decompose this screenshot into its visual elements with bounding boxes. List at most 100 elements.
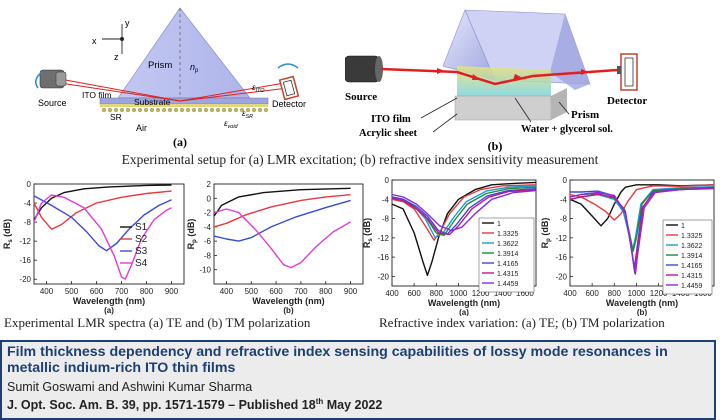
- sr-particle: [204, 108, 208, 112]
- beam-arrow-2: [472, 74, 481, 80]
- sr-particle: [258, 108, 262, 112]
- chart-panel-label: (a): [459, 308, 469, 316]
- y-tick-label: 0: [385, 176, 390, 185]
- acrylic-sheet: [454, 95, 552, 121]
- ito-layer-a: [100, 104, 268, 107]
- coordinate-axes: [102, 24, 124, 54]
- y-tick-label: -4: [204, 223, 212, 232]
- y-axis-label: Rs (dB): [2, 219, 14, 249]
- x-tick-label: 1600: [516, 289, 534, 298]
- detector-b: [617, 53, 638, 91]
- ri-caption: Refractive index variation: (a) TE; (b) …: [379, 315, 665, 330]
- rotation-arrow-icon: [35, 71, 43, 89]
- beam-arrow-4: [581, 69, 589, 75]
- prism-pointer: [558, 101, 570, 115]
- x-tick-label: 1200: [650, 289, 668, 298]
- x-tick-label: 600: [90, 287, 104, 296]
- series-line-1-3325: [569, 184, 715, 221]
- sr-particle: [120, 108, 124, 112]
- axis-x-label: x: [92, 36, 97, 46]
- chart-panel-label: (b): [283, 306, 294, 315]
- x-axis-label: Wavelength (nm): [428, 298, 500, 308]
- epsilon-sr-label: εSR: [242, 109, 253, 120]
- legend-entry: S4: [135, 258, 148, 269]
- y-tick-label: -12: [377, 234, 389, 243]
- legend-entry: 1.4459: [681, 283, 703, 290]
- sr-particle: [102, 108, 106, 112]
- series-line-1-4459: [391, 189, 537, 232]
- setup-caption: Experimental setup for (a) LMR excitatio…: [121, 152, 599, 167]
- x-tick-label: 400: [385, 289, 399, 298]
- prism-b-side: [550, 14, 590, 90]
- y-axis-label: Rs (dB): [362, 218, 374, 248]
- panel-label-setup-a: (a): [173, 135, 187, 149]
- series-line-1-4315: [391, 188, 537, 236]
- y-axis-label: Rp (dB): [540, 218, 552, 249]
- legend-entry: 1: [681, 223, 685, 230]
- beam-arrow-1: [437, 68, 445, 74]
- legend-entry: S1: [135, 222, 148, 233]
- figure-panel: y x z Prism np Source ITO film Substrate…: [2, 7, 715, 330]
- series-line-1-3914: [569, 186, 715, 252]
- series-line-S2: [33, 190, 172, 230]
- series-line-S3: [213, 199, 351, 242]
- y-tick-label: -8: [382, 215, 390, 224]
- detector-label-a: Detector: [272, 99, 306, 109]
- paper-authors: Sumit Goswami and Ashwini Kumar Sharma: [7, 380, 253, 394]
- source-b: [345, 55, 383, 83]
- y-tick-label: -12: [555, 234, 567, 243]
- sr-particle: [108, 108, 112, 112]
- x-tick-label: 1000: [628, 289, 646, 298]
- panel-label-setup-b: (b): [488, 139, 503, 152]
- x-tick-label: 900: [344, 287, 358, 296]
- laser-path-b: [380, 67, 618, 86]
- rotation-arrow-icon-2: [277, 63, 299, 69]
- legend-entry: 1.4315: [497, 271, 519, 278]
- sr-particle: [228, 108, 232, 112]
- y-tick-label: -16: [377, 253, 389, 262]
- substrate-label: Substrate: [134, 97, 171, 107]
- sr-label: SR: [110, 112, 122, 122]
- y-tick-label: -20: [19, 275, 31, 284]
- sr-particle: [186, 108, 190, 112]
- series-line-1-3325: [391, 184, 537, 241]
- laser-beam-out: [179, 81, 291, 102]
- y-tick-label: -20: [555, 272, 567, 281]
- x-tick-label: 800: [430, 289, 444, 298]
- x-axis-label: Wavelength (nm): [73, 296, 145, 306]
- lmr-te-chart: 400 500 600 700 800 900 0 -4 -8 -12 -16 -20 Waveleng…: [2, 180, 185, 315]
- y-tick-label: -8: [560, 215, 568, 224]
- y-tick-label: -4: [560, 195, 568, 204]
- x-tick-label: 500: [65, 287, 79, 296]
- series-line-S3: [33, 195, 172, 252]
- acrylic-label: Acrylic sheet: [359, 128, 418, 139]
- y-axis-label: Rp (dB): [186, 219, 198, 250]
- sr-particle: [234, 108, 238, 112]
- y-tick-label: -6: [204, 237, 212, 246]
- series-line-S1: [213, 187, 351, 217]
- legend-entry: 1.4165: [497, 261, 519, 268]
- prism-label-b: Prism: [571, 109, 599, 121]
- x-tick-label: 1000: [450, 289, 468, 298]
- legend-entry: 1: [497, 221, 501, 228]
- series-line-S2: [213, 194, 351, 228]
- x-tick-label: 900: [165, 287, 179, 296]
- beam-arrow-3: [513, 74, 521, 80]
- axis-z-label: z: [114, 52, 119, 62]
- source-label-b: Source: [345, 91, 377, 103]
- detector-label-b: Detector: [607, 95, 647, 107]
- legend-entry: 1.3622: [497, 241, 519, 248]
- sr-particle: [216, 108, 220, 112]
- prism-a: [117, 7, 251, 99]
- chart-panel-label: (a): [104, 306, 114, 315]
- series-line-S1: [33, 184, 172, 221]
- plot-frame: [213, 183, 364, 285]
- sr-particles: [102, 108, 268, 112]
- legend-entry: 1.3325: [681, 233, 703, 240]
- y-tick-label: -8: [24, 218, 32, 227]
- y-tick-label: -4: [382, 195, 390, 204]
- setup-diagram-a: y x z Prism np Source ITO film Substrate…: [35, 7, 306, 149]
- y-tick-label: -20: [377, 272, 389, 281]
- y-tick-label: 2: [207, 180, 212, 189]
- y-tick-label: -16: [555, 253, 567, 262]
